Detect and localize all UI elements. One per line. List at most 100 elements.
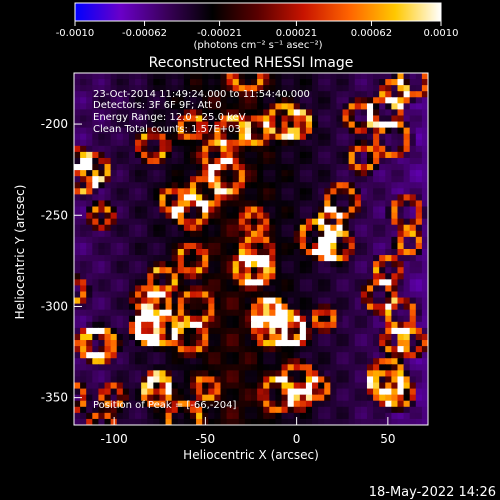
flux-pixel [391, 133, 399, 141]
y-axis-ticks: -200-250-300-350 [41, 117, 82, 405]
flux-pixel [232, 133, 240, 141]
flux-pixel [104, 91, 112, 98]
flux-pixel [171, 267, 179, 274]
flux-pixel [220, 370, 228, 378]
flux-pixel [299, 358, 307, 365]
flux-pixel [214, 242, 222, 250]
flux-pixel [116, 418, 124, 425]
flux-pixel [391, 273, 399, 280]
y-tick-label: -300 [41, 299, 68, 313]
flux-pixel [421, 73, 428, 80]
flux-pixel [409, 400, 417, 408]
flux-pixel [232, 103, 240, 111]
flux-pixel [80, 85, 87, 92]
flux-pixel [220, 170, 228, 177]
flux-pixel [373, 382, 380, 390]
flux-pixel [80, 236, 87, 244]
flux-pixel [391, 285, 399, 293]
flux-pixel [330, 151, 338, 159]
flux-pixel [379, 333, 386, 341]
flux-pixel [86, 273, 93, 280]
flux-pixel [281, 236, 289, 244]
flux-pixel [141, 79, 148, 86]
flux-pixel [391, 418, 399, 425]
flux-pixel [147, 406, 154, 414]
flux-pixel [177, 121, 185, 129]
flux-pixel [403, 261, 411, 268]
flux-pixel [360, 194, 368, 202]
flux-pixel [379, 418, 386, 425]
flux-pixel [238, 412, 246, 420]
flux-pixel [385, 255, 392, 262]
flux-pixel [403, 182, 411, 189]
flux-pixel [153, 303, 161, 311]
flux-pixel [196, 115, 203, 123]
flux-pixel [342, 164, 350, 171]
flux-pixel [293, 267, 301, 274]
flux-pixel [342, 249, 350, 256]
flux-pixel [269, 157, 277, 165]
flux-pixel [196, 352, 203, 359]
flux-pixel [104, 394, 112, 402]
flux-pixel [385, 364, 392, 371]
flux-pixel [263, 267, 270, 274]
flux-pixel [360, 97, 368, 104]
flux-pixel [397, 236, 405, 244]
flux-pixel [86, 157, 93, 165]
flux-pixel [421, 340, 428, 347]
flux-pixel [244, 157, 252, 165]
flux-pixel [226, 164, 234, 171]
flux-pixel [312, 273, 319, 280]
flux-pixel [257, 121, 264, 129]
annotation-peak-position: Position of Peak = [-66,-204] [93, 400, 237, 411]
flux-pixel [409, 394, 417, 402]
flux-pixel [275, 206, 283, 214]
flux-pixel [208, 309, 215, 317]
flux-pixel [147, 224, 154, 232]
flux-pixel [263, 291, 270, 299]
flux-pixel [177, 285, 185, 293]
flux-pixel [208, 230, 215, 238]
flux-pixel [171, 333, 179, 341]
flux-pixel [336, 352, 344, 359]
flux-pixel [141, 261, 148, 268]
flux-pixel [244, 212, 252, 220]
flux-pixel [251, 358, 258, 365]
flux-pixel [98, 279, 106, 287]
flux-pixel [397, 352, 405, 359]
flux-pixel [238, 364, 246, 371]
flux-pixel [409, 176, 417, 183]
flux-pixel [366, 91, 374, 98]
flux-pixel [360, 376, 368, 384]
flux-pixel [421, 121, 428, 129]
flux-pixel [373, 291, 380, 299]
flux-pixel [336, 406, 344, 414]
flux-pixel [238, 309, 246, 317]
flux-pixel [391, 224, 399, 232]
flux-pixel [324, 255, 331, 262]
flux-pixel [275, 352, 283, 359]
flux-pixel [305, 291, 313, 299]
flux-pixel [312, 188, 319, 195]
flux-pixel [189, 364, 197, 371]
flux-pixel [421, 400, 428, 408]
flux-pixel [385, 224, 392, 232]
flux-pixel [196, 79, 203, 86]
flux-pixel [324, 103, 331, 111]
flux-pixel [299, 182, 307, 189]
flux-pixel [305, 133, 313, 141]
flux-pixel [153, 79, 161, 86]
flux-pixel [147, 109, 154, 117]
flux-pixel [421, 418, 428, 425]
flux-pixel [318, 206, 325, 214]
flux-pixel [135, 394, 142, 402]
flux-pixel [238, 370, 246, 378]
flux-pixel [74, 103, 81, 111]
flux-pixel [403, 170, 411, 177]
flux-pixel [92, 85, 100, 92]
flux-pixel [110, 133, 118, 141]
flux-pixel [238, 127, 246, 135]
flux-pixel [135, 212, 142, 220]
flux-pixel [391, 291, 399, 299]
flux-pixel [336, 85, 344, 92]
